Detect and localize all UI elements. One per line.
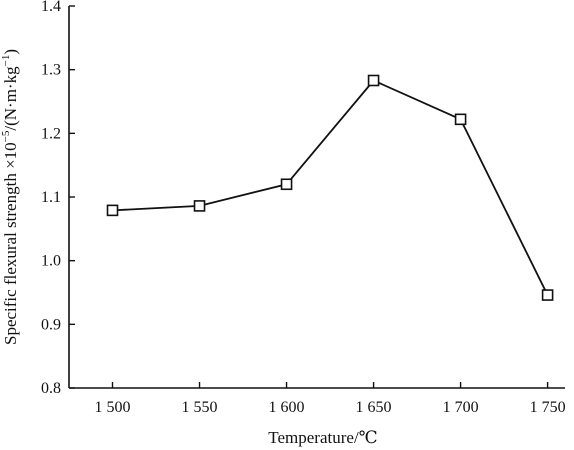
y-axis-title-unit-exponent: −1 [0, 55, 12, 67]
data-point-marker [367, 74, 380, 87]
y-tick-label: 1.1 [41, 189, 61, 206]
y-axis-title: Specific flexural strength ×10−5/(N·m·kg… [0, 49, 20, 345]
data-point-marker [541, 289, 554, 301]
x-axis-title: Temperature/℃ [268, 428, 377, 447]
x-tick-label: 1 750 [530, 399, 566, 416]
x-tick-label: 1 650 [356, 399, 392, 416]
x-tick-label: 1 600 [269, 399, 305, 416]
y-tick-label: 0.8 [41, 380, 61, 397]
y-tick-label: 0.9 [41, 316, 61, 333]
data-point-marker [280, 178, 293, 191]
x-tick-label: 1 550 [182, 399, 218, 416]
y-axis-title-main: Specific flexural strength ×10 [1, 142, 20, 345]
y-axis-ticks: 0.8 0.9 1.0 1.1 1.2 1.3 1.4 [41, 0, 75, 397]
data-point-marker [454, 113, 467, 126]
y-tick-label: 1.4 [41, 0, 61, 15]
y-axis-title-exponent: −5 [0, 130, 12, 142]
y-tick-label: 1.2 [41, 125, 61, 142]
y-axis-title-unit: /(N·m·kg [1, 66, 20, 131]
y-axis-title-unit-close: ) [1, 49, 20, 55]
x-tick-label: 1 500 [95, 399, 131, 416]
data-point-marker [106, 204, 119, 217]
x-tick-label: 1 700 [443, 399, 479, 416]
y-tick-label: 1.3 [41, 62, 61, 79]
series-group [106, 74, 554, 301]
y-tick-label: 1.0 [41, 253, 61, 270]
series-line [112, 79, 549, 296]
axes [68, 6, 565, 389]
data-point-marker [193, 200, 206, 212]
x-axis-ticks: 1 500 1 550 1 600 1 650 1 700 1 750 [95, 382, 566, 416]
